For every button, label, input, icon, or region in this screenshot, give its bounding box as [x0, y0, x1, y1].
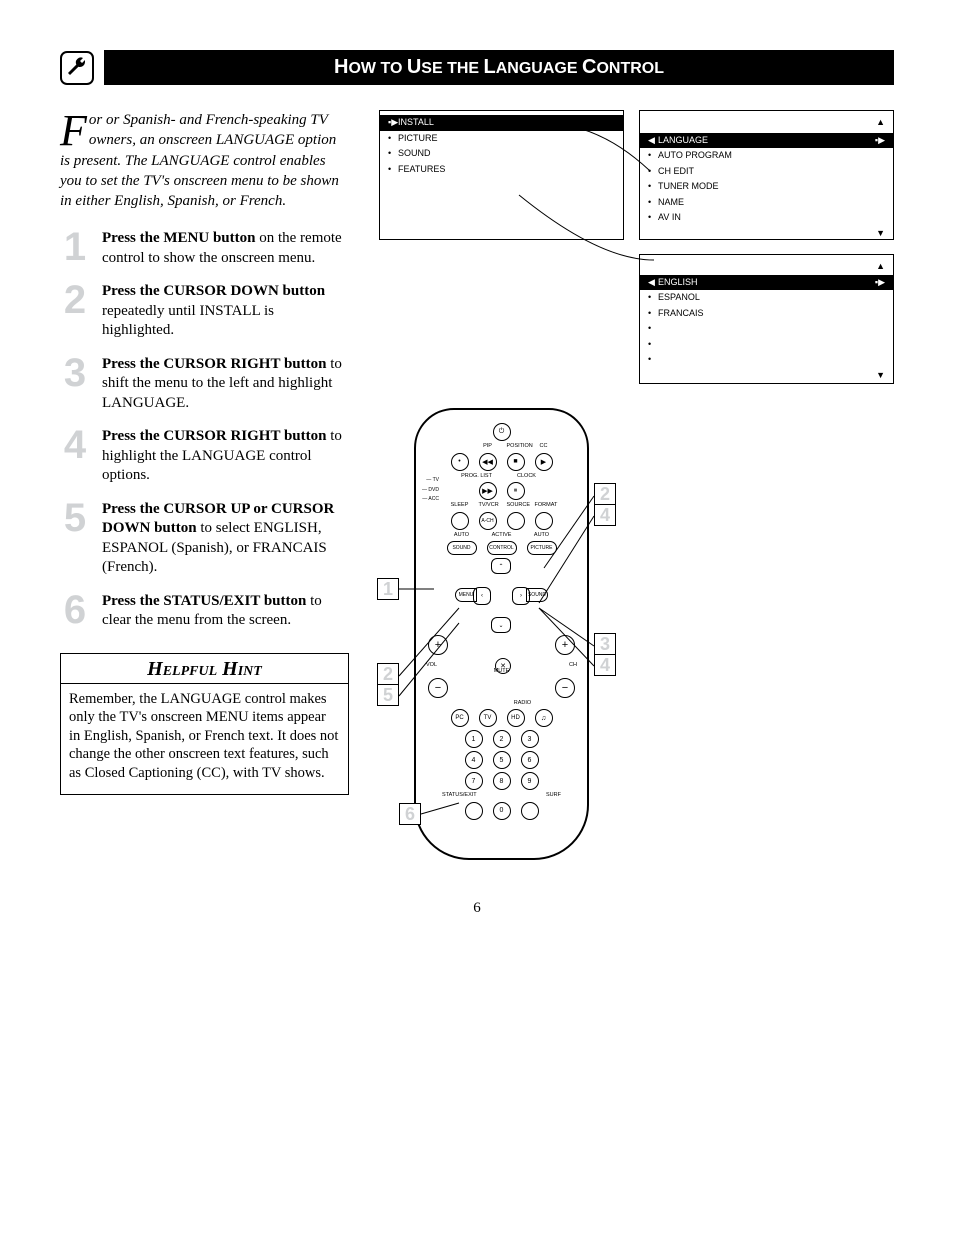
cursor-left: ‹ — [473, 587, 491, 605]
vol-down: − — [428, 678, 448, 698]
step-1: 1 Press the MENU button on the remote co… — [60, 229, 349, 268]
pc-button: PC — [451, 709, 469, 727]
num-5: 5 — [493, 751, 511, 769]
step-number: 3 — [60, 355, 90, 414]
menu-item: •TUNER MODE — [640, 179, 893, 195]
clock-button: ⏸ — [507, 482, 525, 500]
proglist-button: ▶▶ — [479, 482, 497, 500]
cursor-right: › — [512, 587, 530, 605]
tv-button: TV — [479, 709, 497, 727]
menu-item: ▪▶INSTALL — [380, 115, 623, 131]
radio-button: ♫ — [535, 709, 553, 727]
page-header: HOW TO USE THE LANGUAGE CONTROL — [60, 50, 894, 85]
status-exit-button — [465, 802, 483, 820]
num-6: 6 — [521, 751, 539, 769]
nav-pad: MENU SOUND ⌃ ⌄ ‹ › — [459, 558, 544, 633]
step-text: Press the CURSOR RIGHT button to shift t… — [102, 355, 349, 414]
dropcap: F — [60, 110, 89, 149]
step-text: Press the CURSOR DOWN button repeatedly … — [102, 282, 349, 341]
ach-button: A-CH — [479, 512, 497, 530]
sleep-button — [451, 512, 469, 530]
hd-button: HD — [507, 709, 525, 727]
step-number: 4 — [60, 427, 90, 486]
callout-6: 6 — [399, 803, 421, 825]
osd-menu-language: ▲◀ENGLISH▪▶•ESPANOL•FRANCAIS•••▼ — [639, 254, 894, 384]
osd-menu-install: ▲◀LANGUAGE▪▶•AUTO PROGRAM•CH EDIT•TUNER … — [639, 110, 894, 240]
step-4: 4 Press the CURSOR RIGHT button to highl… — [60, 427, 349, 486]
side-mode-labels: — TV — DVD — ACC — [422, 476, 439, 505]
position-button: ■ — [507, 453, 525, 471]
hint-title: Helpful Hint — [61, 654, 348, 684]
num-1: 1 — [465, 730, 483, 748]
menu-item: •ESPANOL — [640, 290, 893, 306]
osd-menu-main: ▪▶INSTALL•PICTURE•SOUND•FEATURES — [379, 110, 624, 240]
left-column: For or Spanish- and French-speaking TV o… — [60, 110, 349, 860]
menu-item: •NAME — [640, 195, 893, 211]
step-text: Press the STATUS/EXIT button to clear th… — [102, 592, 349, 631]
step-6: 6 Press the STATUS/EXIT button to clear … — [60, 592, 349, 631]
num-2: 2 — [493, 730, 511, 748]
step-2: 2 Press the CURSOR DOWN button repeatedl… — [60, 282, 349, 341]
intro-text: For or Spanish- and French-speaking TV o… — [60, 110, 349, 211]
right-column: ▪▶INSTALL•PICTURE•SOUND•FEATURES ▲◀LANGU… — [379, 110, 894, 860]
source-button — [507, 512, 525, 530]
helpful-hint-box: Helpful Hint Remember, the LANGUAGE cont… — [60, 653, 349, 796]
remote-diagram: — TV — DVD — ACC ⏻ PIP POSITION CC • ◀◀ … — [379, 408, 894, 860]
num-4: 4 — [465, 751, 483, 769]
callout-34: 3 4 — [594, 633, 616, 674]
rec-button: • — [451, 453, 469, 471]
step-number: 6 — [60, 592, 90, 631]
step-text: Press the CURSOR RIGHT button to highlig… — [102, 427, 349, 486]
step-text: Press the MENU button on the remote cont… — [102, 229, 349, 268]
menu-item: •SOUND — [380, 146, 623, 162]
num-0: 0 — [493, 802, 511, 820]
step-number: 5 — [60, 500, 90, 578]
num-7: 7 — [465, 772, 483, 790]
hint-body: Remember, the LANGUAGE control makes onl… — [61, 684, 348, 785]
cursor-up: ⌃ — [491, 558, 511, 574]
callout-1: 1 — [377, 578, 399, 600]
ch-down: − — [555, 678, 575, 698]
autopicture-button: PICTURE — [527, 541, 557, 555]
remote-body: — TV — DVD — ACC ⏻ PIP POSITION CC • ◀◀ … — [414, 408, 589, 860]
cc-button: ▶ — [535, 453, 553, 471]
vol-up: + — [428, 635, 448, 655]
menu-item: •FEATURES — [380, 162, 623, 178]
pip-button: ◀◀ — [479, 453, 497, 471]
step-3: 3 Press the CURSOR RIGHT button to shift… — [60, 355, 349, 414]
menu-item: •CH EDIT — [640, 164, 893, 180]
surf-button — [521, 802, 539, 820]
num-3: 3 — [521, 730, 539, 748]
menu-item: •FRANCAIS — [640, 306, 893, 322]
menu-item: •PICTURE — [380, 131, 623, 147]
ch-up: + — [555, 635, 575, 655]
menu-item: •AUTO PROGRAM — [640, 148, 893, 164]
page-number: 6 — [60, 900, 894, 917]
num-8: 8 — [493, 772, 511, 790]
menu-item: ◀LANGUAGE▪▶ — [640, 133, 893, 149]
format-button — [535, 512, 553, 530]
intro-body: or or Spanish- and French-speaking TV ow… — [60, 112, 339, 209]
cursor-down: ⌄ — [491, 617, 511, 633]
activecontrol-button: CONTROL — [487, 541, 517, 555]
num-9: 9 — [521, 772, 539, 790]
step-5: 5 Press the CURSOR UP or CURSOR DOWN but… — [60, 500, 349, 578]
wrench-icon — [60, 51, 94, 85]
menu-item: ◀ENGLISH▪▶ — [640, 275, 893, 291]
menu-item: •AV IN — [640, 210, 893, 226]
step-number: 1 — [60, 229, 90, 268]
page-title: HOW TO USE THE LANGUAGE CONTROL — [104, 50, 894, 85]
callout-25: 2 5 — [377, 663, 399, 704]
step-number: 2 — [60, 282, 90, 341]
callout-24: 2 4 — [594, 483, 616, 524]
power-button: ⏻ — [493, 423, 511, 441]
step-text: Press the CURSOR UP or CURSOR DOWN butto… — [102, 500, 349, 578]
autosound-button: SOUND — [447, 541, 477, 555]
